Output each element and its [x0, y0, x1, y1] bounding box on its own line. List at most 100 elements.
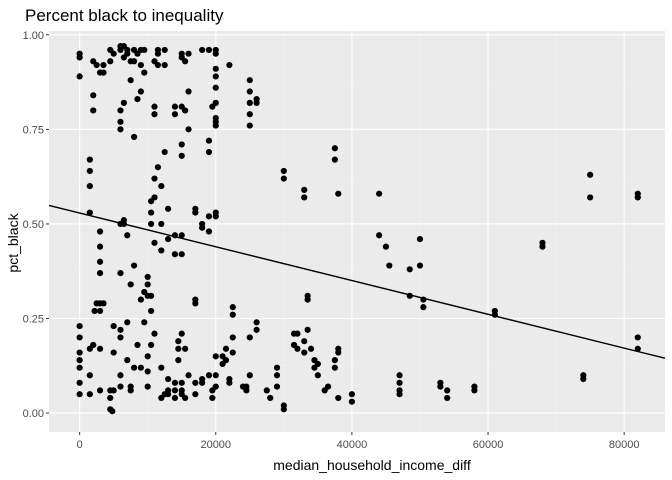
data-point	[307, 345, 315, 352]
data-point	[109, 408, 116, 415]
data-point	[107, 58, 114, 65]
data-point	[90, 341, 97, 349]
x-axis-title: median_household_income_diff	[273, 457, 471, 473]
data-point	[151, 239, 158, 246]
data-point	[171, 394, 179, 402]
data-point	[175, 345, 182, 352]
data-point	[212, 73, 219, 80]
data-point	[144, 353, 151, 360]
data-point	[124, 232, 131, 239]
data-point	[280, 406, 287, 413]
data-point	[90, 107, 97, 114]
data-point	[314, 360, 321, 368]
data-point	[147, 292, 155, 299]
data-point	[212, 213, 219, 220]
data-point	[192, 379, 199, 386]
data-point	[182, 345, 189, 352]
data-point	[178, 232, 185, 239]
data-point	[117, 107, 124, 114]
data-point	[171, 251, 179, 258]
data-point	[120, 99, 127, 106]
x-tick-label: 80000	[609, 439, 640, 451]
x-tick-label: 40000	[337, 439, 368, 451]
data-point	[273, 372, 281, 379]
data-point	[222, 345, 230, 352]
data-point	[178, 141, 185, 148]
data-point	[144, 368, 151, 375]
data-point	[634, 334, 641, 341]
data-point	[263, 387, 270, 394]
data-point	[147, 341, 155, 349]
data-point	[376, 190, 383, 197]
data-point	[117, 372, 124, 379]
y-tick-label: 0.25	[23, 314, 44, 326]
data-point	[205, 137, 213, 144]
data-point	[93, 61, 100, 69]
data-point	[147, 307, 155, 315]
data-point	[212, 383, 219, 390]
data-point	[151, 194, 158, 201]
data-point	[76, 379, 83, 386]
data-point	[100, 300, 107, 307]
data-point	[212, 84, 219, 91]
data-point	[141, 46, 148, 54]
data-point	[76, 334, 83, 341]
data-point	[634, 194, 641, 201]
data-point	[199, 379, 206, 386]
data-point	[90, 92, 97, 99]
data-point	[182, 394, 189, 402]
data-point	[141, 319, 148, 326]
data-point	[175, 357, 182, 364]
data-point	[396, 379, 403, 386]
data-point	[246, 122, 253, 129]
data-point	[178, 330, 185, 337]
y-axis-title: pct_black	[5, 212, 21, 272]
data-point	[634, 345, 641, 352]
data-point	[212, 50, 219, 57]
data-point	[117, 334, 124, 341]
data-point	[165, 375, 172, 383]
data-point	[144, 273, 151, 280]
data-point	[226, 61, 233, 69]
data-point	[147, 220, 155, 228]
data-point	[86, 391, 93, 398]
data-point	[294, 330, 301, 337]
data-point	[396, 372, 403, 379]
data-point	[212, 372, 219, 379]
data-point	[331, 145, 338, 152]
y-tick-label: 0.75	[23, 124, 44, 136]
data-point	[382, 243, 390, 250]
data-point	[175, 338, 182, 345]
data-point	[86, 156, 93, 163]
data-point	[273, 383, 281, 390]
data-point	[386, 262, 393, 269]
x-tick-label: 20000	[200, 439, 231, 451]
data-point	[205, 213, 213, 220]
data-point	[154, 61, 162, 69]
data-point	[178, 152, 185, 159]
plot-panel	[48, 31, 666, 432]
data-point	[96, 258, 104, 265]
data-point	[107, 394, 114, 402]
data-point	[229, 334, 236, 341]
data-point	[253, 319, 260, 326]
y-tick-label: 0.00	[23, 408, 44, 420]
data-point	[246, 334, 253, 341]
data-point	[158, 247, 165, 254]
data-point	[76, 357, 83, 364]
data-point	[158, 364, 165, 371]
data-point	[199, 46, 206, 54]
data-point	[76, 73, 83, 80]
x-tick-label: 0	[77, 439, 83, 451]
data-point	[127, 281, 134, 288]
data-point	[416, 235, 424, 243]
data-point	[314, 372, 321, 379]
x-tick-label: 60000	[473, 439, 504, 451]
data-point	[253, 326, 260, 333]
data-point	[229, 311, 236, 318]
data-point	[124, 50, 131, 57]
data-point	[86, 372, 93, 379]
data-point	[539, 243, 546, 250]
data-point	[96, 243, 104, 250]
data-point	[86, 167, 93, 175]
